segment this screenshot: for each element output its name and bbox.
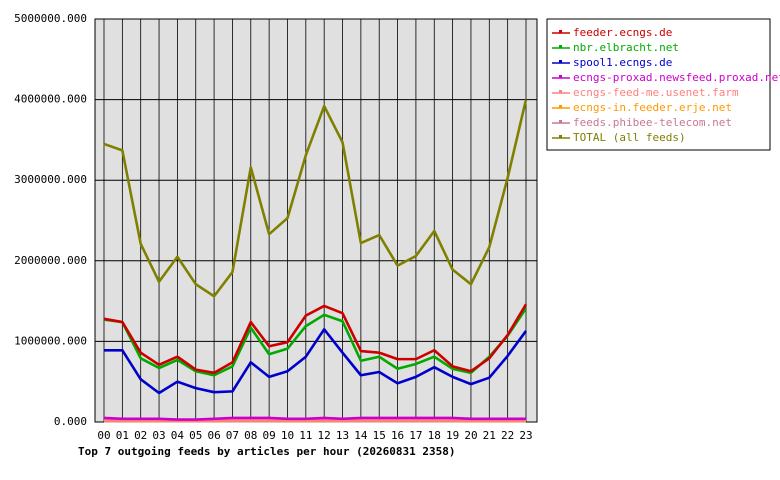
series-line xyxy=(103,307,528,377)
legend-marker xyxy=(559,75,562,78)
series-line xyxy=(103,99,528,298)
legend-box xyxy=(546,18,771,151)
legend-marker xyxy=(559,105,562,108)
x-tick-label: 13 xyxy=(336,429,349,442)
legend-marker xyxy=(559,90,562,93)
legend-marker xyxy=(559,120,562,123)
x-tick-label: 16 xyxy=(391,429,404,442)
x-tick-label: 17 xyxy=(409,429,422,442)
legend-marker xyxy=(559,135,562,138)
legend-marker xyxy=(559,45,562,48)
legend-label: spool1.ecngs.de xyxy=(573,56,672,69)
series-line xyxy=(104,328,528,395)
x-tick-label: 04 xyxy=(171,429,185,442)
y-tick-label: 5000000.000 xyxy=(14,12,87,25)
series-line xyxy=(103,303,528,375)
x-tick-label: 23 xyxy=(519,429,532,442)
x-tick-label: 06 xyxy=(207,429,220,442)
y-tick-label: 2000000.000 xyxy=(14,254,87,267)
plot-area xyxy=(94,18,538,423)
x-tick-label: 10 xyxy=(281,429,294,442)
x-tick-label: 03 xyxy=(152,429,165,442)
legend-label: TOTAL (all feeds) xyxy=(573,131,686,144)
legend-marker xyxy=(559,60,562,63)
x-tick-label: 18 xyxy=(428,429,441,442)
x-tick-label: 20 xyxy=(464,429,477,442)
series-line xyxy=(103,416,526,421)
x-tick-label: 05 xyxy=(189,429,202,442)
y-tick-label: 3000000.000 xyxy=(14,173,87,186)
x-tick-label: 11 xyxy=(299,429,312,442)
legend-label: ecngs-feed-me.usenet.farm xyxy=(573,86,739,99)
x-tick-label: 09 xyxy=(263,429,276,442)
chart-title: Top 7 outgoing feeds by articles per hou… xyxy=(78,445,456,458)
y-tick-label: 4000000.000 xyxy=(14,93,87,106)
x-tick-label: 12 xyxy=(318,429,331,442)
y-tick-label: 1000000.000 xyxy=(14,334,87,347)
y-tick-label: 0.000 xyxy=(54,415,87,428)
x-tick-label: 14 xyxy=(354,429,368,442)
x-tick-label: 15 xyxy=(373,429,386,442)
legend-label: ecngs-proxad.newsfeed.proxad.net xyxy=(573,71,780,84)
x-tick-label: 01 xyxy=(116,429,129,442)
x-tick-label: 08 xyxy=(244,429,257,442)
legend-label: feeder.ecngs.de xyxy=(573,26,672,39)
x-tick-label: 00 xyxy=(97,429,110,442)
legend-label: feeds.phibee-telecom.net xyxy=(573,116,732,129)
legend-marker xyxy=(559,30,562,33)
x-tick-label: 19 xyxy=(446,429,459,442)
legend-label: nbr.elbracht.net xyxy=(573,41,679,54)
legend-label: ecngs-in.feeder.erje.net xyxy=(573,101,732,114)
x-tick-label: 22 xyxy=(501,429,514,442)
x-tick-label: 02 xyxy=(134,429,147,442)
x-tick-label: 21 xyxy=(483,429,496,442)
x-tick-label: 07 xyxy=(226,429,239,442)
